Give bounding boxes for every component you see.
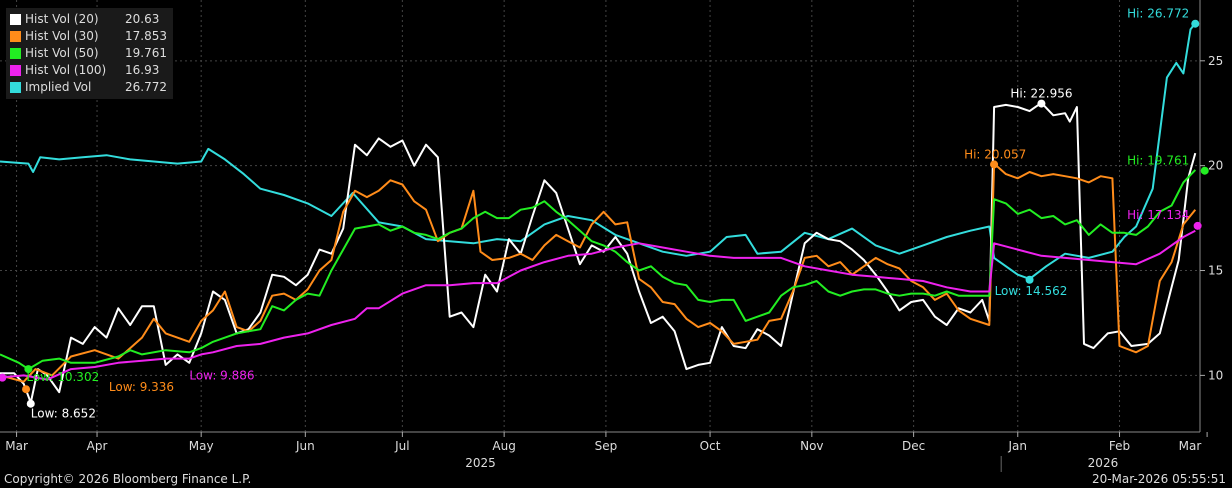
- x-tick-label: Nov: [800, 439, 823, 453]
- y-tick-label: 20: [1208, 159, 1223, 173]
- y-tick-label: 15: [1208, 264, 1223, 278]
- legend: Hist Vol (20) 20.63 Hist Vol (30) 17.853…: [6, 8, 173, 99]
- extreme-marker: [1193, 221, 1202, 230]
- x-tick-label: Feb: [1109, 439, 1130, 453]
- series-line: [0, 169, 1197, 371]
- annotation-label: Hi: 19.761: [1127, 154, 1189, 168]
- legend-swatch: [10, 82, 21, 93]
- legend-name: Implied Vol: [25, 80, 92, 94]
- timestamp-text: 20-Mar-2026 05:55:51: [1091, 472, 1226, 486]
- x-tick-label: Mar: [1179, 439, 1202, 453]
- legend-item: Hist Vol (30) 17.853: [10, 28, 167, 45]
- extreme-marker: [1025, 275, 1034, 284]
- legend-swatch: [10, 48, 21, 59]
- x-tick-label: Jul: [394, 439, 409, 453]
- series-line: [0, 229, 1196, 381]
- legend-value: 19.761: [125, 46, 167, 60]
- x-tick-label: Sep: [595, 439, 618, 453]
- year-label: 2025: [465, 456, 496, 470]
- year-label: 2026: [1088, 456, 1119, 470]
- legend-swatch: [10, 31, 21, 42]
- annotation-label: Low: 14.562: [995, 284, 1068, 298]
- legend-name: Hist Vol (50): [25, 46, 99, 60]
- x-tick-label: May: [189, 439, 214, 453]
- annotation-label: Hi: 26.772: [1127, 7, 1189, 21]
- series-line: [0, 22, 1197, 280]
- x-tick-label: Dec: [902, 439, 925, 453]
- annotation-label: Low: 8.652: [31, 407, 96, 421]
- legend-name: Hist Vol (20): [25, 12, 99, 26]
- legend-swatch: [10, 65, 21, 76]
- legend-value: 20.63: [125, 12, 160, 26]
- x-tick-label: Jan: [1008, 439, 1028, 453]
- extreme-marker: [24, 365, 33, 374]
- legend-item: Hist Vol (100) 16.93: [10, 62, 167, 79]
- extreme-marker: [22, 385, 31, 394]
- y-tick-label: 25: [1208, 54, 1223, 68]
- annotation-label: Low: 9.886: [189, 369, 254, 383]
- annotation-label: Hi: 20.057: [964, 147, 1026, 161]
- legend-item: Hist Vol (20) 20.63: [10, 11, 167, 28]
- annotation-label: Hi: 17.134: [1127, 208, 1189, 222]
- x-tick-label: Oct: [700, 439, 721, 453]
- legend-name: Hist Vol (30): [25, 29, 99, 43]
- legend-item: Implied Vol 26.772: [10, 79, 167, 96]
- extreme-marker: [1200, 166, 1209, 175]
- legend-value: 26.772: [125, 80, 167, 94]
- extreme-marker: [26, 399, 35, 408]
- footer: Copyright© 2026 Bloomberg Finance L.P. 2…: [0, 468, 1232, 488]
- series-line: [0, 101, 1197, 404]
- legend-name: Hist Vol (100): [25, 63, 107, 77]
- annotation-label: Hi: 22.956: [1010, 87, 1072, 101]
- extreme-marker: [1037, 99, 1046, 108]
- extreme-marker: [0, 373, 7, 382]
- extreme-marker: [990, 160, 999, 169]
- x-tick-label: Jun: [295, 439, 315, 453]
- annotation-label: Low: 10.302: [26, 370, 99, 384]
- legend-item: Hist Vol (50) 19.761: [10, 45, 167, 62]
- x-tick-label: Aug: [492, 439, 515, 453]
- legend-value: 16.93: [125, 63, 160, 77]
- legend-swatch: [10, 14, 21, 25]
- annotation-label: Low: 9.336: [109, 380, 174, 394]
- copyright-text: Copyright© 2026 Bloomberg Finance L.P.: [4, 472, 252, 486]
- y-tick-label: 10: [1208, 368, 1223, 382]
- legend-value: 17.853: [125, 29, 167, 43]
- x-tick-label: Apr: [87, 439, 108, 453]
- x-tick-label: Mar: [5, 439, 28, 453]
- extreme-marker: [1191, 19, 1200, 28]
